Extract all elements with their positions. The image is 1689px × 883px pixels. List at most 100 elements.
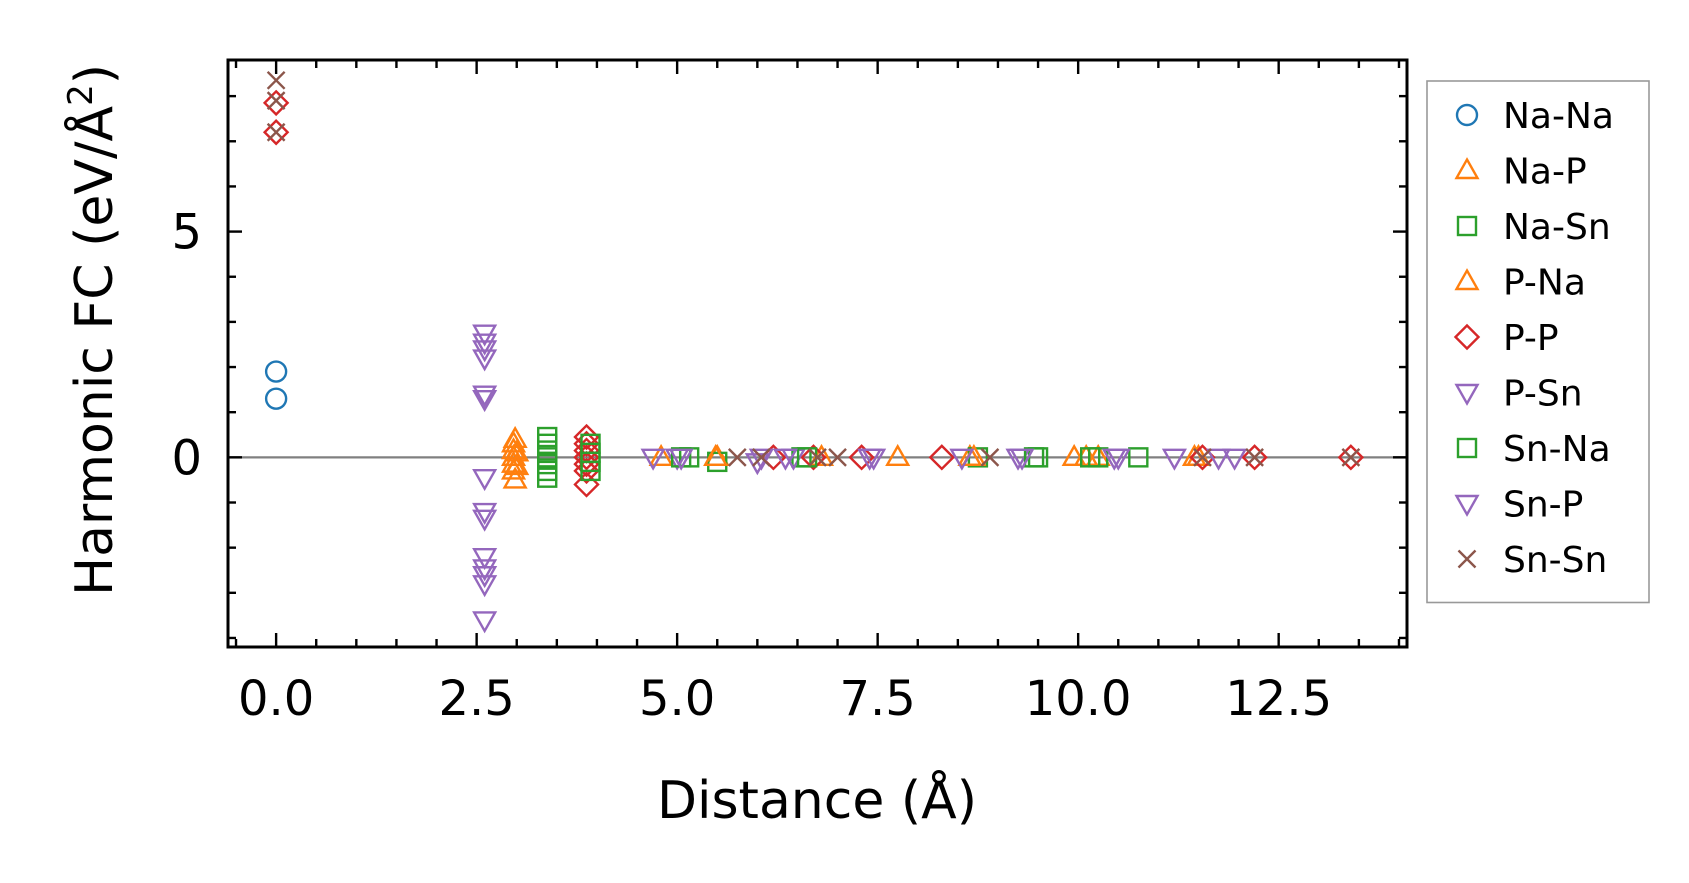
data-point-na-sn-0 — [537, 426, 558, 448]
plot-layer: 0.0 2.5 5.0 7.5 10.0 12.5 0 5 — [171, 58, 1409, 727]
legend-label-sn-na: Sn-Na — [1503, 429, 1611, 470]
data-point-p-sn-4 — [472, 385, 498, 408]
legend-marker-p-p — [1453, 323, 1481, 351]
data-point-p-p-1 — [262, 119, 290, 146]
data-point-sn-p-6 — [1101, 448, 1127, 471]
data-point-p-p-12 — [928, 444, 956, 471]
y-axis-title-main: Harmonic FC (eV/Å — [63, 105, 125, 596]
data-point-p-na-0 — [648, 443, 674, 467]
series-p-sn — [472, 324, 1248, 634]
data-point-p-sn-10 — [472, 559, 498, 582]
y-tick-label: 5 — [171, 205, 202, 261]
data-point-p-sn-5 — [472, 389, 498, 413]
data-point-p-p-2 — [573, 423, 600, 451]
data-point-p-p-6 — [573, 450, 600, 478]
data-point-p-sn-12 — [472, 575, 498, 598]
x-tick-label: 5.0 — [639, 671, 715, 727]
data-point-p-sn-9 — [472, 547, 498, 571]
data-point-p-sn-1 — [472, 333, 498, 356]
data-point-na-p-10 — [885, 443, 911, 467]
data-point-sn-na-7 — [1079, 447, 1101, 468]
legend-label-sn-sn: Sn-Sn — [1503, 540, 1607, 581]
legend-label-p-na: P-Na — [1503, 263, 1586, 304]
legend-marker-na-sn — [1456, 215, 1478, 237]
x-tick-label: 0.0 — [238, 671, 314, 727]
legend-label-sn-p: Sn-P — [1503, 485, 1583, 526]
data-point-p-sn-6 — [472, 468, 498, 492]
legend-label-p-p: P-P — [1503, 318, 1559, 359]
data-point-p-p-11 — [848, 444, 875, 471]
data-point-sn-sn-9 — [1245, 448, 1264, 467]
y-axis-title: Harmonic FC (eV/Å2) — [61, 64, 125, 596]
data-point-sn-p-4 — [949, 448, 975, 471]
legend-marker-p-na — [1454, 268, 1480, 291]
legend-item-na-na: Na-Na — [1455, 96, 1614, 137]
data-point-p-sn-14 — [640, 448, 666, 471]
data-point-p-sn-7 — [472, 502, 498, 525]
legend-item-sn-na: Sn-Na — [1456, 429, 1611, 470]
data-point-na-na-0 — [264, 360, 288, 383]
data-point-sn-p-3 — [857, 448, 883, 471]
x-axis-title: Distance (Å) — [657, 769, 977, 831]
series-sn-p — [668, 448, 1232, 476]
data-point-na-p-5 — [502, 466, 528, 489]
legend-item-p-sn: P-Sn — [1454, 374, 1583, 415]
data-point-p-p-3 — [573, 430, 600, 458]
data-point-p-sn-13 — [472, 611, 498, 634]
data-point-na-sn-8 — [707, 451, 728, 473]
legend-item-sn-sn: Sn-Sn — [1457, 540, 1607, 581]
data-point-sn-sn-6 — [828, 448, 847, 467]
series-sn-na — [580, 433, 1101, 482]
data-point-sn-na-3 — [580, 460, 601, 482]
data-point-p-p-0 — [262, 89, 290, 117]
data-point-p-p-14 — [1241, 444, 1268, 471]
data-point-p-na-4 — [1061, 443, 1087, 467]
data-point-sn-sn-1 — [266, 91, 286, 110]
legend-item-sn-p: Sn-P — [1454, 485, 1583, 526]
series-na-na — [264, 360, 288, 410]
data-point-na-p-8 — [504, 452, 530, 476]
legend-marker-p-sn — [1454, 383, 1480, 406]
x-tick-label: 2.5 — [438, 671, 514, 727]
plot-frame — [226, 58, 1409, 649]
legend-label-na-sn: Na-Sn — [1503, 207, 1611, 248]
legend-item-p-na: P-Na — [1454, 263, 1586, 304]
legend-marker-na-na — [1455, 103, 1479, 127]
y-tick-label: 0 — [171, 430, 202, 486]
data-point-na-sn-1 — [537, 433, 558, 455]
data-point-p-sn-8 — [472, 509, 498, 532]
data-point-sn-p-0 — [668, 448, 694, 471]
y-axis-title-superscript: 2 — [61, 84, 101, 106]
data-point-na-sn-5 — [537, 460, 558, 482]
data-markers — [262, 70, 1365, 634]
data-point-p-p-15 — [1337, 444, 1365, 471]
legend-item-na-sn: Na-Sn — [1456, 207, 1611, 248]
data-point-p-sn-22 — [1222, 448, 1248, 471]
legend-marker-sn-na — [1456, 437, 1478, 459]
data-point-sn-p-2 — [772, 448, 798, 471]
legend-item-na-p: Na-P — [1454, 152, 1587, 193]
data-point-p-sn-3 — [472, 349, 498, 372]
series-sn-sn — [266, 70, 1361, 467]
data-point-p-sn-16 — [748, 448, 774, 471]
data-point-sn-sn-7 — [980, 448, 1000, 467]
data-point-na-sn-6 — [537, 467, 558, 488]
data-point-sn-na-6 — [1023, 447, 1045, 468]
data-point-p-p-7 — [573, 457, 600, 485]
legend-label-na-p: Na-P — [1503, 152, 1587, 193]
legend-label-na-na: Na-Na — [1503, 96, 1614, 137]
data-point-p-na-1 — [703, 443, 729, 467]
x-tick-label: 7.5 — [839, 671, 915, 727]
data-point-sn-p-7 — [1205, 448, 1232, 471]
data-point-na-p-7 — [504, 439, 530, 462]
data-point-sn-sn-10 — [1341, 448, 1361, 467]
data-point-sn-sn-8 — [1193, 448, 1212, 467]
legend-marker-sn-sn — [1457, 549, 1477, 569]
axis-ticks — [228, 60, 1407, 647]
x-tick-label: 10.0 — [1025, 671, 1132, 727]
data-point-sn-p-5 — [1009, 448, 1035, 471]
legend-box — [1426, 80, 1650, 604]
data-point-sn-sn-2 — [266, 122, 286, 142]
data-point-sn-sn-3 — [727, 448, 747, 467]
